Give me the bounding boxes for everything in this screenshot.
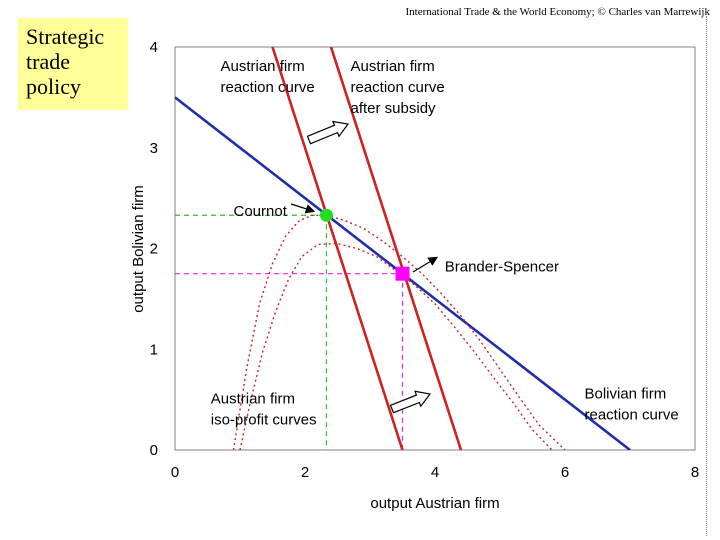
series-line-5 xyxy=(239,242,553,450)
y-tick-label: 4 xyxy=(150,39,158,56)
annotation-text: reaction curve xyxy=(221,79,315,96)
series-line-4 xyxy=(232,214,566,450)
series-line-1 xyxy=(271,47,404,450)
y-tick-label: 3 xyxy=(150,140,158,157)
shift-arrow-upper-icon xyxy=(306,120,350,145)
x-tick-label: 2 xyxy=(301,464,309,481)
annotation-text: after subsidy xyxy=(351,100,437,117)
title-line-3: policy xyxy=(26,74,81,99)
header-copyright: International Trade & the World Economy;… xyxy=(405,6,710,18)
annotation-text: Cournot xyxy=(234,203,288,220)
x-tick-label: 6 xyxy=(561,464,569,481)
series-line-2 xyxy=(329,47,463,450)
plot-area xyxy=(174,46,696,451)
brander-spencer-point xyxy=(395,266,410,281)
y-tick-label: 2 xyxy=(150,241,158,258)
cournot-pointer-arrow xyxy=(290,203,316,214)
title-line-2: trade xyxy=(26,49,70,74)
x-tick-label: 4 xyxy=(431,464,439,481)
annotation-text: Bolivian firm xyxy=(585,386,667,403)
cournot-point xyxy=(319,208,333,222)
annotation-text: reaction curve xyxy=(351,79,445,96)
right-edge-rule xyxy=(706,16,708,536)
title-line-1: Strategic xyxy=(26,24,105,49)
annotation-text: Austrian firm xyxy=(211,391,295,408)
x-tick-label: 8 xyxy=(691,464,699,481)
y-axis-label: output Bolivian firm xyxy=(130,185,147,313)
annotation-text: Austrian firm xyxy=(351,58,435,75)
x-tick-label: 0 xyxy=(171,464,179,481)
annotation-text: reaction curve xyxy=(585,407,679,424)
slide-title-box: Strategic trade policy xyxy=(18,18,128,110)
x-axis-label: output Austrian firm xyxy=(370,495,499,512)
y-tick-label: 1 xyxy=(150,341,158,358)
brander-spencer-pointer-arrow xyxy=(412,256,439,273)
annotation-text: Austrian firm xyxy=(221,58,305,75)
shift-arrow-lower-icon xyxy=(389,390,432,414)
annotation-text: iso-profit curves xyxy=(211,412,317,429)
y-tick-label: 0 xyxy=(150,442,158,459)
annotation-text: Brander-Spencer xyxy=(445,259,559,276)
